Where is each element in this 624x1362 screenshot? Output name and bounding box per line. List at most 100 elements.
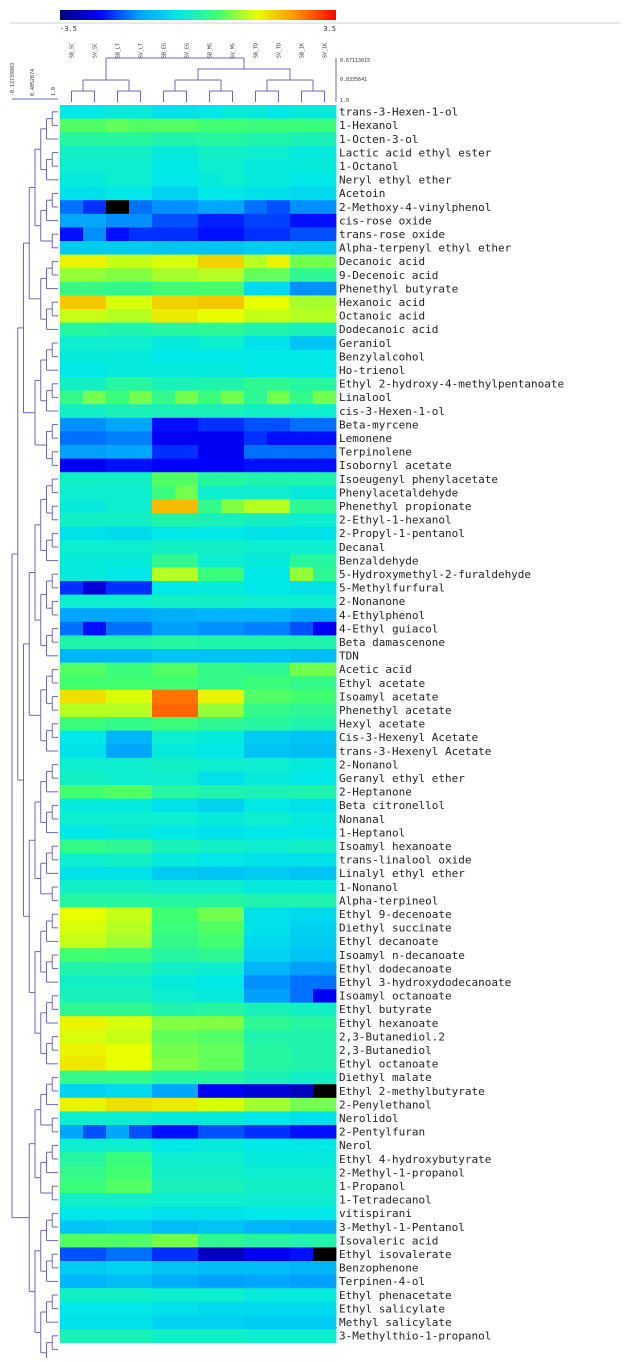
heatmap-cell xyxy=(106,1070,130,1085)
row-dendrogram xyxy=(11,111,58,1362)
heatmap-cell xyxy=(129,757,153,772)
column-label: SB_EG xyxy=(162,43,168,58)
heatmap-cell xyxy=(106,608,130,623)
heatmap-cell xyxy=(152,1301,176,1316)
heatmap-cell xyxy=(60,1315,84,1330)
row-label: Decanal xyxy=(339,541,385,554)
heatmap-cell xyxy=(175,213,199,228)
heatmap-cell xyxy=(221,159,245,174)
heatmap-cell xyxy=(106,513,130,527)
colorbar-min-label: -3.5 xyxy=(60,25,77,33)
heatmap-cell xyxy=(313,1029,337,1044)
heatmap-cell xyxy=(290,1315,314,1330)
heatmap-cell xyxy=(106,349,130,364)
heatmap-cell xyxy=(60,608,84,623)
heatmap-cell xyxy=(60,526,84,541)
heatmap-cell xyxy=(313,499,337,514)
heatmap-cell xyxy=(198,431,222,446)
row-label: 2-Propyl-1-pentanol xyxy=(339,527,465,540)
heatmap-cell xyxy=(267,1165,291,1180)
heatmap-cell xyxy=(198,730,222,745)
heatmap-cell xyxy=(267,485,291,500)
row-label: Benzophenone xyxy=(339,1262,418,1275)
heatmap-cell xyxy=(313,880,337,895)
heatmap-cell xyxy=(313,757,337,772)
heatmap-cell xyxy=(129,676,153,691)
row-label: Nonanal xyxy=(339,813,385,826)
heatmap-cell xyxy=(267,404,291,419)
heatmap-cell xyxy=(313,717,337,731)
heatmap-cell xyxy=(60,825,84,840)
heatmap-cell xyxy=(290,227,314,242)
heatmap-cell xyxy=(198,907,222,922)
colorbar: -3.5 3.5 xyxy=(60,10,336,33)
heatmap-cell xyxy=(175,227,199,242)
heatmap-cell xyxy=(198,581,222,595)
heatmap-cell xyxy=(221,349,245,364)
heatmap-cell xyxy=(129,1043,153,1058)
heatmap-cell xyxy=(60,281,84,296)
heatmap-cell xyxy=(83,173,107,187)
heatmap-cell xyxy=(60,445,84,459)
heatmap-cell xyxy=(106,1206,130,1221)
heatmap-cell xyxy=(198,1301,222,1316)
row-scale-label: 1.0 xyxy=(51,87,57,96)
heatmap-cell xyxy=(60,1288,84,1303)
heatmap-cell xyxy=(175,730,199,745)
heatmap-cell xyxy=(244,1247,268,1262)
heatmap-cell xyxy=(267,1261,291,1275)
heatmap-cell xyxy=(129,417,153,432)
heatmap-cell xyxy=(267,921,291,935)
heatmap-cell xyxy=(244,377,268,391)
heatmap-cell xyxy=(244,1288,268,1303)
heatmap-cell xyxy=(175,132,199,147)
heatmap-cell xyxy=(129,1247,153,1262)
heatmap-cell xyxy=(175,1179,199,1194)
row-label: Terpinolene xyxy=(339,446,412,459)
heatmap-cell xyxy=(152,676,176,691)
heatmap-cell xyxy=(267,145,291,160)
heatmap-cell xyxy=(198,975,222,990)
heatmap-cell xyxy=(313,526,337,541)
heatmap-cell xyxy=(198,1138,222,1153)
heatmap-cell xyxy=(175,744,199,759)
heatmap-cell xyxy=(152,893,176,908)
heatmap-cell xyxy=(198,404,222,419)
heatmap-cell xyxy=(244,1057,268,1071)
row-label: Ethyl phenacetate xyxy=(339,1289,452,1302)
heatmap-cell xyxy=(152,431,176,446)
row-label: Ho-trienol xyxy=(339,364,405,377)
heatmap-cell xyxy=(198,853,222,867)
heatmap-cell xyxy=(267,159,291,174)
heatmap-cell xyxy=(175,200,199,215)
heatmap-cell xyxy=(198,213,222,228)
row-label: 2-Nonanone xyxy=(339,595,405,608)
row-label: Isoamyl n-decanoate xyxy=(339,949,465,962)
heatmap-cell xyxy=(313,907,337,922)
heatmap-cell xyxy=(290,200,314,215)
heatmap-cell xyxy=(267,1315,291,1330)
heatmap-cell xyxy=(221,526,245,541)
heatmap-cell xyxy=(152,322,176,337)
heatmap-cell xyxy=(221,771,245,786)
heatmap-cell xyxy=(267,377,291,391)
heatmap-cell xyxy=(60,934,84,949)
heatmap-cell xyxy=(60,594,84,609)
heatmap-cell xyxy=(313,295,337,310)
heatmap-cell xyxy=(60,499,84,514)
row-label: Benzaldehyde xyxy=(339,554,418,567)
heatmap-cell xyxy=(267,975,291,990)
heatmap-cell xyxy=(221,431,245,446)
row-label: 2,3-Butanediol.2 xyxy=(339,1030,445,1043)
row-label: Alpha-terpineol xyxy=(339,894,438,907)
heatmap-cell xyxy=(129,213,153,228)
heatmap-cell xyxy=(198,227,222,242)
heatmap-cell xyxy=(129,404,153,419)
heatmap-cell xyxy=(152,730,176,745)
heatmap-cell xyxy=(267,1301,291,1316)
heatmap-cell xyxy=(60,635,84,650)
heatmap-cell xyxy=(60,540,84,555)
heatmap-cell xyxy=(175,186,199,201)
heatmap-cell xyxy=(60,948,84,963)
heatmap-cell xyxy=(83,254,107,269)
